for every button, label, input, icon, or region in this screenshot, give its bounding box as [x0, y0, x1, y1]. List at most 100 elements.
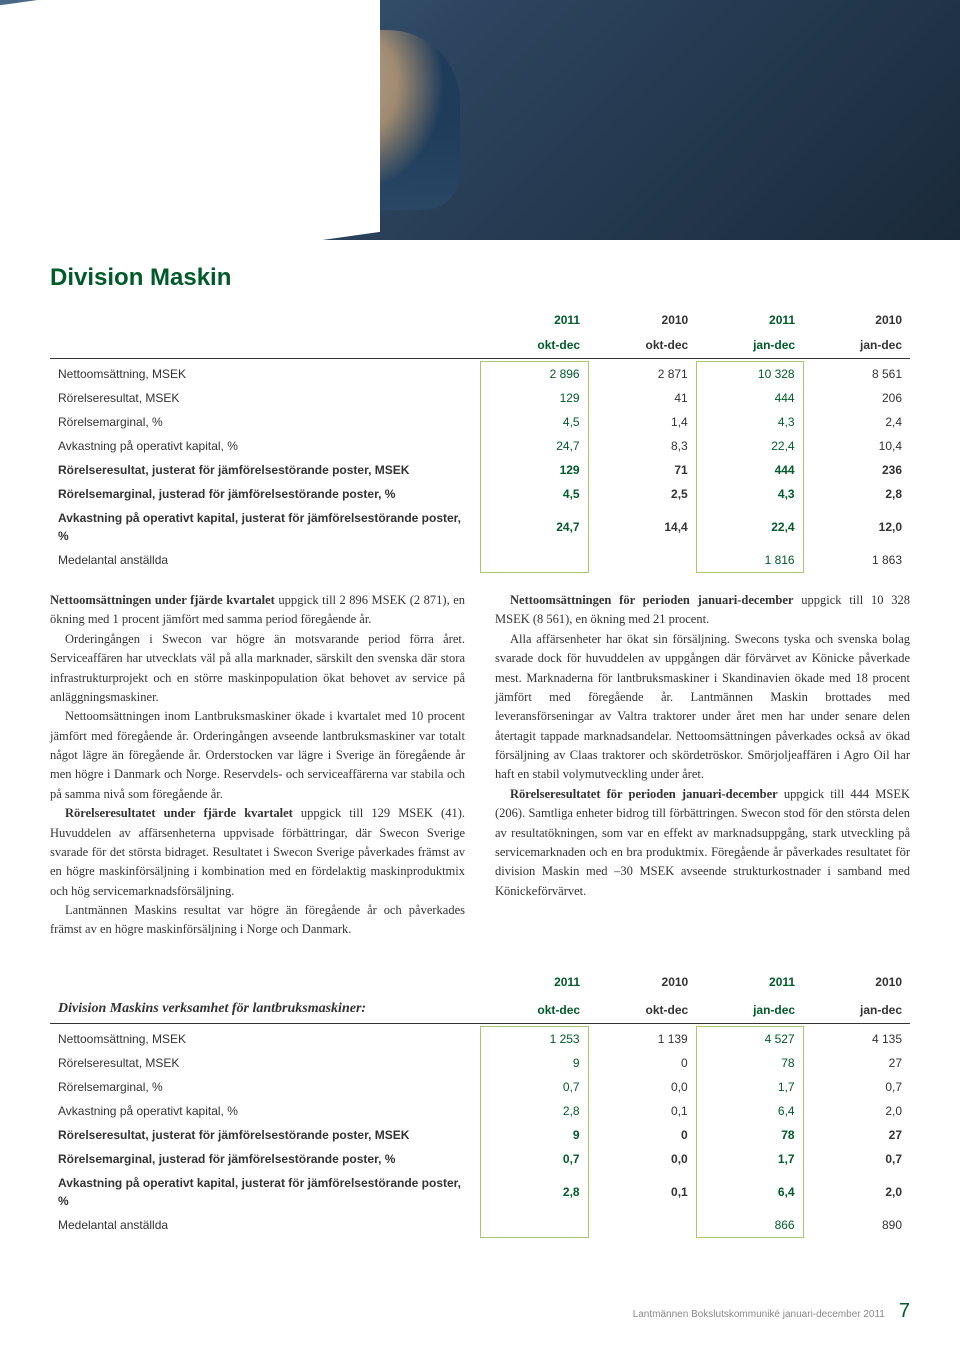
table1-wrapper: 2011201020112010okt-decokt-decjan-decjan… — [50, 308, 910, 573]
table-row: Rörelsemarginal, justerad för jämförelse… — [50, 1147, 910, 1171]
hero-image — [0, 0, 960, 240]
table-row: Rörelseresultat, MSEK907827 — [50, 1051, 910, 1075]
row-label: Medelantal anställda — [50, 1213, 480, 1238]
table2-wrapper: 2011201020112010Division Maskins verksam… — [50, 970, 910, 1238]
cell-value: 22,4 — [696, 506, 803, 548]
table-row: Medelantal anställda1 8161 863 — [50, 548, 910, 573]
cell-value: 866 — [696, 1213, 803, 1238]
cell-value: 444 — [696, 386, 803, 410]
cell-value: 41 — [588, 386, 696, 410]
cell-value: 1 139 — [588, 1026, 696, 1051]
cell-value: 0,7 — [480, 1147, 588, 1171]
col-header-period: okt-dec — [480, 995, 588, 1023]
cell-value — [480, 548, 588, 573]
section2-title: Division Maskins verksamhet för lantbruk… — [50, 995, 480, 1023]
cell-value: 2,4 — [803, 410, 910, 434]
cell-value — [588, 548, 696, 573]
table-row: Rörelseresultat, justerat för jämförelse… — [50, 458, 910, 482]
cell-value: 9 — [480, 1123, 588, 1147]
row-label: Nettoomsättning, MSEK — [50, 1026, 480, 1051]
col-header-year: 2011 — [696, 970, 803, 995]
cell-value: 2,0 — [803, 1099, 910, 1123]
cell-value: 444 — [696, 458, 803, 482]
row-label: Avkastning på operativt kapital, % — [50, 1099, 480, 1123]
table-row: Rörelsemarginal, %4,51,44,32,4 — [50, 410, 910, 434]
cell-value — [588, 1213, 696, 1238]
col-header-year: 2010 — [588, 308, 696, 333]
cell-value: 10,4 — [803, 434, 910, 458]
cell-value: 4,5 — [480, 410, 588, 434]
row-label: Rörelseresultat, MSEK — [50, 386, 480, 410]
left-p2: Orderingången i Swecon var högre än mots… — [50, 630, 465, 708]
table-row: Rörelsemarginal, %0,70,01,70,7 — [50, 1075, 910, 1099]
cell-value: 0 — [588, 1123, 696, 1147]
row-label: Rörelseresultat, MSEK — [50, 1051, 480, 1075]
col-header-period: jan-dec — [696, 995, 803, 1023]
right-p1-lead: Nettoomsättningen för perioden januari-d… — [510, 593, 793, 607]
table-row: Rörelseresultat, MSEK12941444206 — [50, 386, 910, 410]
page-footer: Lantmännen Bokslutskommuniké januari-dec… — [0, 1286, 960, 1346]
cell-value: 2,8 — [480, 1171, 588, 1213]
col-header-year: 2011 — [480, 308, 588, 333]
cell-value: 71 — [588, 458, 696, 482]
col-header-period: okt-dec — [480, 333, 588, 358]
cell-value: 0,7 — [803, 1075, 910, 1099]
left-p3: Nettoomsättningen inom Lantbruksmaskiner… — [50, 707, 465, 804]
row-label: Nettoomsättning, MSEK — [50, 362, 480, 387]
table-row: Nettoomsättning, MSEK2 8962 87110 3288 5… — [50, 362, 910, 387]
row-label: Rörelsemarginal, % — [50, 1075, 480, 1099]
table-division-maskin: 2011201020112010okt-decokt-decjan-decjan… — [50, 308, 910, 573]
cell-value: 9 — [480, 1051, 588, 1075]
cell-value: 12,0 — [803, 506, 910, 548]
cell-value: 0,0 — [588, 1075, 696, 1099]
table-row: Nettoomsättning, MSEK1 2531 1394 5274 13… — [50, 1026, 910, 1051]
footer-text: Lantmännen Bokslutskommuniké januari-dec… — [633, 1307, 885, 1322]
body-right: Nettoomsättningen för perioden januari-d… — [495, 591, 910, 940]
hero-figure-placeholder — [280, 30, 460, 210]
cell-value: 14,4 — [588, 506, 696, 548]
table-row: Rörelseresultat, justerat för jämförelse… — [50, 1123, 910, 1147]
right-p3-lead: Rörelseresultatet för perioden januari-d… — [510, 787, 778, 801]
page-content: Division Maskin 2011201020112010okt-deco… — [0, 240, 960, 1286]
cell-value: 4 527 — [696, 1026, 803, 1051]
row-label: Rörelsemarginal, % — [50, 410, 480, 434]
left-p1-lead: Nettoomsättningen under fjärde kvartalet — [50, 593, 275, 607]
col-header-year: 2010 — [803, 308, 910, 333]
cell-value: 8,3 — [588, 434, 696, 458]
cell-value: 78 — [696, 1051, 803, 1075]
cell-value: 2 871 — [588, 362, 696, 387]
row-label: Rörelseresultat, justerat för jämförelse… — [50, 458, 480, 482]
col-header-year: 2010 — [588, 970, 696, 995]
cell-value: 2 896 — [480, 362, 588, 387]
cell-value: 1 253 — [480, 1026, 588, 1051]
cell-value: 1,7 — [696, 1147, 803, 1171]
cell-value: 1 816 — [696, 548, 803, 573]
cell-value: 1,4 — [588, 410, 696, 434]
section1-title: Division Maskin — [50, 260, 910, 296]
col-header-year: 2011 — [480, 970, 588, 995]
cell-value: 129 — [480, 386, 588, 410]
col-header-period: okt-dec — [588, 995, 696, 1023]
cell-value: 6,4 — [696, 1099, 803, 1123]
cell-value: 8 561 — [803, 362, 910, 387]
cell-value: 0,7 — [480, 1075, 588, 1099]
right-p3-rest: uppgick till 444 MSEK (206). Samtliga en… — [495, 787, 910, 898]
right-p2: Alla affärsenheter har ökat sin försäljn… — [495, 630, 910, 785]
row-label: Avkastning på operativt kapital, justera… — [50, 506, 480, 548]
row-label: Avkastning på operativt kapital, justera… — [50, 1171, 480, 1213]
cell-value: 0 — [588, 1051, 696, 1075]
row-label: Rörelsemarginal, justerad för jämförelse… — [50, 1147, 480, 1171]
cell-value: 6,4 — [696, 1171, 803, 1213]
cell-value: 2,5 — [588, 482, 696, 506]
cell-value: 129 — [480, 458, 588, 482]
cell-value: 27 — [803, 1051, 910, 1075]
cell-value: 236 — [803, 458, 910, 482]
cell-value — [480, 1213, 588, 1238]
cell-value: 0,0 — [588, 1147, 696, 1171]
cell-value: 27 — [803, 1123, 910, 1147]
cell-value: 24,7 — [480, 506, 588, 548]
cell-value: 4 135 — [803, 1026, 910, 1051]
cell-value: 24,7 — [480, 434, 588, 458]
table-row: Avkastning på operativt kapital, justera… — [50, 506, 910, 548]
left-p4-lead: Rörelseresultatet under fjärde kvartalet — [65, 806, 293, 820]
